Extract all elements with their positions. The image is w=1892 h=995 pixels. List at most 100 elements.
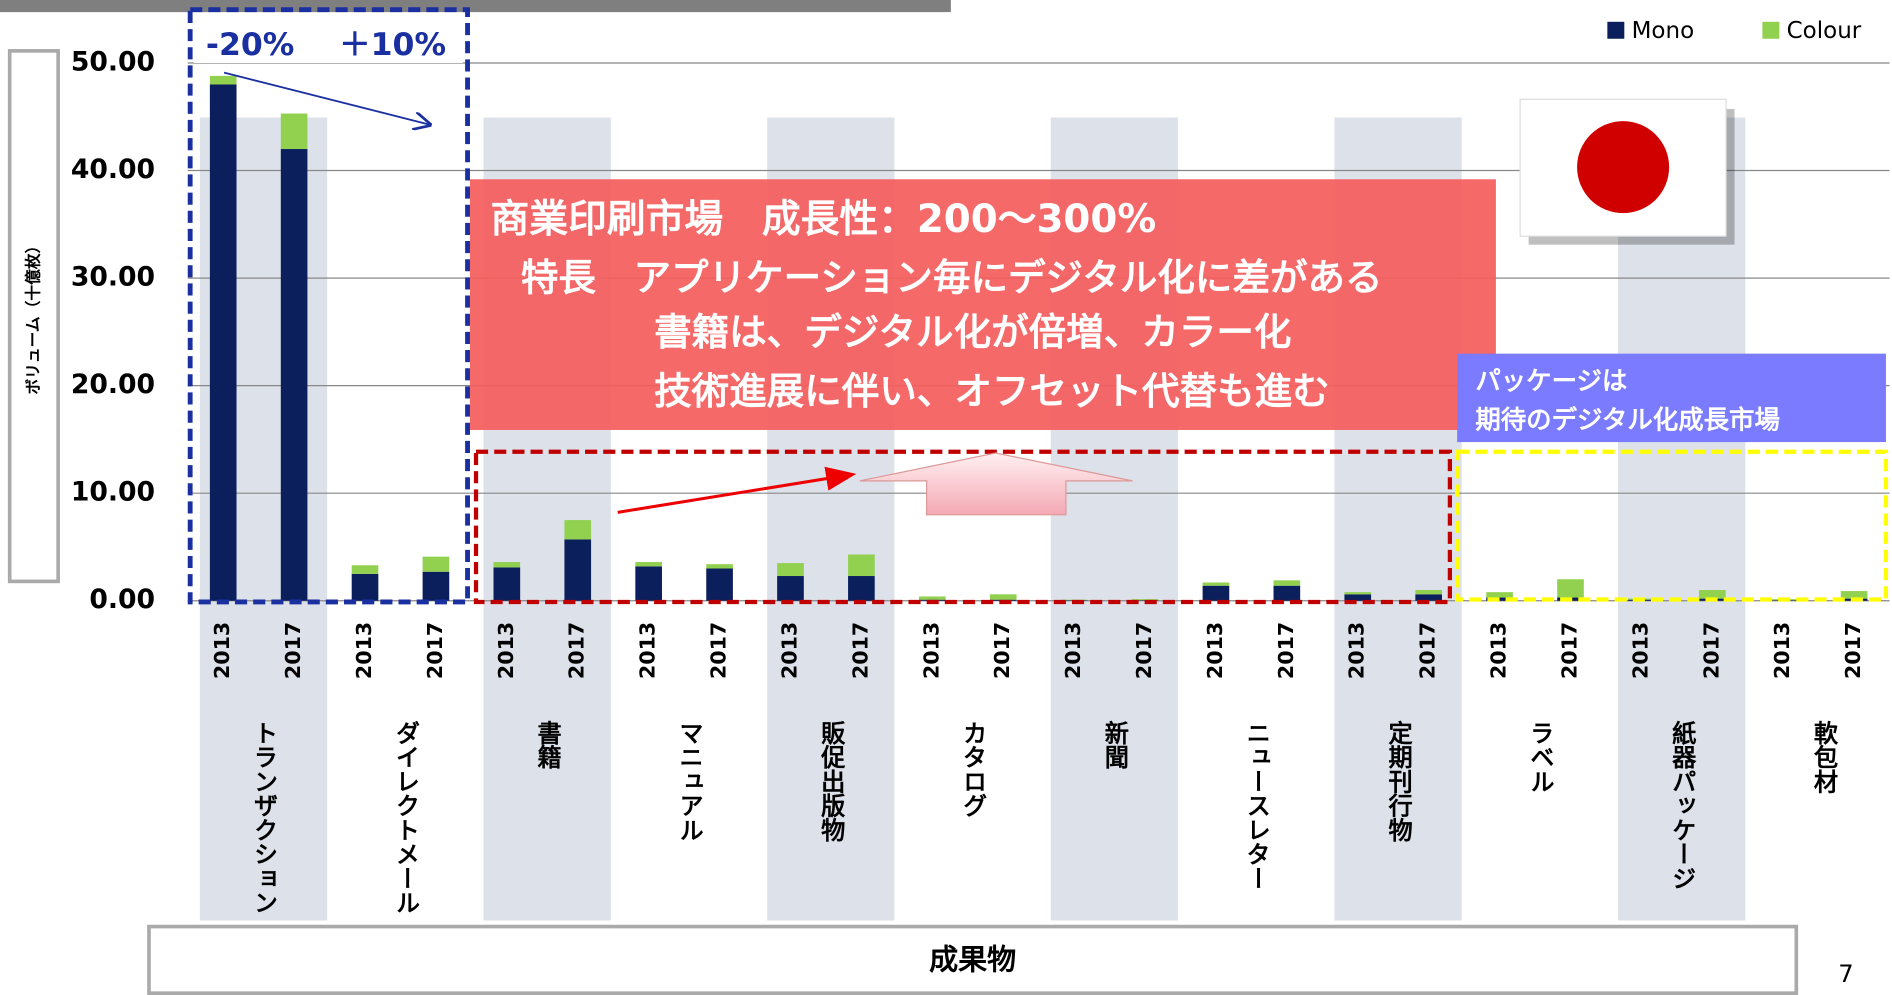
bar-segment — [1202, 582, 1230, 586]
x-tick-label: 2013 — [919, 622, 943, 679]
x-tick-label: 2013 — [1487, 622, 1511, 679]
bar-segment — [1202, 585, 1230, 601]
x-tick-label: 2017 — [1274, 622, 1298, 679]
callout-text: パッケージは — [1475, 366, 1627, 396]
bar-segment — [564, 520, 592, 540]
bar-segment — [280, 113, 308, 150]
bar-segment — [1131, 599, 1159, 601]
top-bar — [0, 0, 951, 13]
group-label: ラベル — [1526, 721, 1554, 794]
bar-segment — [493, 567, 521, 601]
y-tick-label: 20.00 — [71, 369, 155, 400]
change-label: ＋10% — [339, 27, 446, 63]
x-tick-label: 2017 — [1557, 622, 1581, 679]
callout-text: 特長 アプリケーション毎にデジタル化に差がある — [521, 255, 1383, 299]
bar-segment — [1344, 594, 1372, 601]
bar-segment — [564, 539, 592, 601]
group-label: カタログ — [959, 721, 987, 818]
y-axis-label: ボリューム（十億枚） — [23, 238, 42, 395]
bar-segment — [848, 576, 875, 601]
x-tick-label: 2013 — [1628, 622, 1652, 679]
bar-segment — [1486, 592, 1513, 598]
legend-label: Colour — [1787, 18, 1862, 44]
bar-segment — [1698, 589, 1726, 599]
arrow — [223, 71, 430, 125]
bar-segment — [706, 564, 733, 569]
bar-segment — [635, 566, 662, 601]
callout-text: 書籍は、デジタル化が倍増、カラー化 — [654, 310, 1291, 354]
bar-segment — [209, 75, 237, 85]
group-label: 紙器パッケージ — [1668, 720, 1697, 890]
bar-segment — [351, 573, 379, 601]
y-tick-label: 40.00 — [71, 154, 155, 185]
group-label: マニュアル — [675, 721, 703, 842]
x-tick-label: 2013 — [1061, 622, 1085, 679]
callout-text: 期待のデジタル化成長市場 — [1475, 404, 1780, 434]
x-tick-label: 2017 — [1841, 622, 1865, 679]
x-tick-label: 2013 — [636, 622, 660, 679]
bar-segment — [209, 84, 237, 601]
x-tick-label: 2017 — [1416, 622, 1440, 679]
bar-segment — [422, 556, 450, 572]
group-label: トランザクション — [250, 721, 278, 915]
x-tick-label: 2017 — [848, 622, 872, 679]
y-label-box — [7, 49, 60, 584]
y-tick-label: 0.00 — [89, 584, 155, 615]
x-tick-label: 2017 — [1699, 622, 1723, 679]
bar-segment — [777, 563, 804, 577]
x-tick-label: 2013 — [1345, 622, 1369, 679]
x-tick-label: 2013 — [494, 622, 518, 679]
bar-segment — [777, 576, 804, 601]
x-tick-label: 2013 — [352, 622, 376, 679]
flag-sun — [1577, 121, 1670, 214]
bar-segment — [1415, 589, 1442, 595]
red-callout — [469, 179, 1496, 430]
bar-segment — [848, 554, 875, 577]
change-label: -20% — [206, 27, 294, 63]
group-label: 販促出版物 — [817, 721, 846, 842]
group-label: 書籍 — [533, 720, 561, 770]
bar-segment — [706, 568, 733, 601]
bar-segment — [1840, 591, 1868, 599]
bar-segment — [351, 565, 379, 574]
group-label: 軟包材 — [1810, 721, 1838, 795]
x-tick-label: 2017 — [565, 622, 589, 679]
blue-callout — [1457, 353, 1886, 443]
x-tick-label: 2013 — [210, 622, 234, 679]
x-axis-label: 成果物 — [929, 943, 1016, 977]
bar-segment — [1273, 580, 1301, 586]
red-dashed-box — [473, 449, 1453, 605]
y-tick-label: 30.00 — [71, 262, 155, 293]
x-tick-label: 2013 — [1203, 622, 1227, 679]
bar-segment — [1415, 594, 1442, 601]
legend-swatch — [1762, 21, 1780, 39]
bar-segment — [1344, 592, 1372, 595]
legend-swatch — [1607, 21, 1625, 39]
bar-segment — [493, 562, 521, 568]
group-label: 定期刊行物 — [1384, 720, 1413, 842]
group-label: 新聞 — [1100, 720, 1128, 770]
x-tick-label: 2017 — [423, 622, 447, 679]
change-label-bg — [193, 26, 463, 63]
up-arrow — [859, 452, 1133, 516]
group-label: ニュースレター — [1242, 721, 1270, 891]
bar-segment — [422, 571, 450, 601]
blue-dashed-box — [187, 7, 470, 605]
x-tick-label: 2013 — [1770, 622, 1794, 679]
bar-segment — [1557, 579, 1584, 598]
page-number: 7 — [1838, 960, 1853, 988]
group-shade — [1618, 117, 1746, 921]
callout-text: 技術進展に伴い、オフセット代替も進む — [654, 369, 1330, 413]
bar-segment — [280, 149, 308, 601]
x-tick-label: 2017 — [707, 622, 731, 679]
y-tick-label: 10.00 — [71, 477, 155, 508]
bar-segment — [918, 596, 946, 600]
x-label-box — [147, 924, 1799, 995]
x-tick-label: 2017 — [281, 622, 305, 679]
bar-segment — [989, 594, 1017, 600]
legend-label: Mono — [1632, 18, 1695, 44]
arrow — [617, 466, 857, 514]
x-tick-label: 2017 — [1132, 622, 1156, 679]
bar-segment — [1273, 585, 1301, 601]
